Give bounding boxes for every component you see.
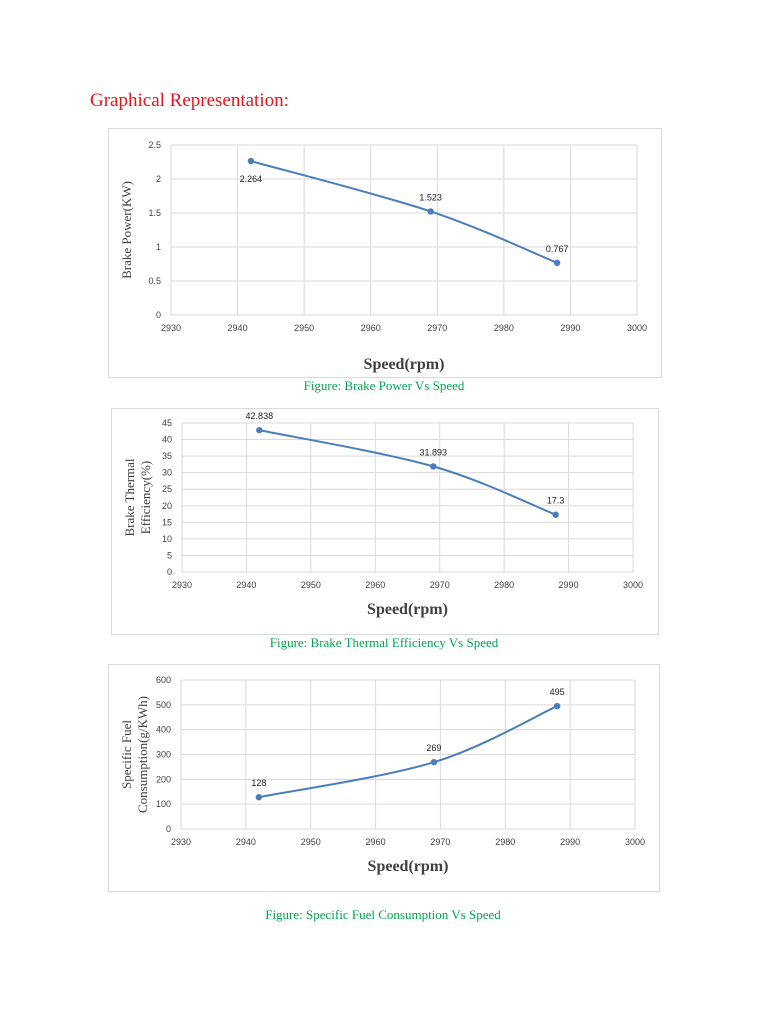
x-tick-label: 2990 bbox=[559, 580, 579, 590]
chart-brake-thermal-efficiency: 0 5 10 15 20 25 30 35 40 45 2930 2940 2950 2960 2970 29… bbox=[111, 408, 659, 635]
y-tick-label: 45 bbox=[162, 418, 172, 428]
data-label: 128 bbox=[251, 778, 266, 788]
x-tick-label: 3000 bbox=[627, 323, 647, 333]
y-tick-label: 30 bbox=[162, 468, 172, 478]
y-tick-label: 400 bbox=[156, 725, 171, 735]
data-point bbox=[552, 511, 559, 518]
x-tick-label: 2930 bbox=[172, 580, 192, 590]
x-tick-label: 2990 bbox=[560, 837, 580, 847]
x-tick-label: 2930 bbox=[171, 837, 191, 847]
data-label: 17.3 bbox=[547, 496, 565, 506]
y-axis-title: Consumption(g/KWh) bbox=[135, 696, 150, 813]
y-tick-label: 100 bbox=[156, 799, 171, 809]
y-tick-label: 0 bbox=[166, 824, 171, 834]
x-tick-label: 2940 bbox=[236, 837, 256, 847]
y-tick-label: 2.5 bbox=[148, 140, 161, 150]
y-tick-label: 600 bbox=[156, 675, 171, 685]
chart-specific-fuel-consumption: 0 100 200 300 400 500 600 2930 2940 2950 2960 2970 2… bbox=[108, 664, 660, 892]
section-heading: Graphical Representation: bbox=[90, 90, 289, 111]
caption-brake-thermal-efficiency: Figure: Brake Thermal Efficiency Vs Spee… bbox=[269, 635, 499, 650]
data-point bbox=[247, 157, 255, 165]
x-tick-label: 2980 bbox=[494, 323, 514, 333]
x-tick-label: 2960 bbox=[361, 323, 381, 333]
y-tick-label: 2 bbox=[156, 174, 161, 184]
data-label: 495 bbox=[550, 687, 565, 697]
data-point bbox=[553, 259, 561, 267]
x-tick-label: 3000 bbox=[625, 837, 645, 847]
y-tick-label: 35 bbox=[162, 451, 172, 461]
x-tick-label: 3000 bbox=[623, 580, 643, 590]
y-axis-title: Brake Thermal bbox=[122, 458, 137, 536]
y-tick-label: 0.5 bbox=[148, 276, 161, 286]
data-label: 31.893 bbox=[420, 447, 448, 457]
y-tick-label: 200 bbox=[156, 774, 171, 784]
y-axis-title: Specific Fuel bbox=[119, 720, 134, 789]
y-tick-label: 0 bbox=[167, 567, 172, 577]
data-point bbox=[430, 463, 437, 470]
x-tick-label: 2970 bbox=[427, 323, 447, 333]
x-tick-label: 2960 bbox=[365, 580, 385, 590]
y-axis-title: Brake Power(KW) bbox=[119, 181, 134, 279]
x-tick-label: 2930 bbox=[161, 323, 181, 333]
data-label: 0.767 bbox=[546, 244, 569, 254]
data-point bbox=[255, 794, 263, 801]
y-tick-label: 1.5 bbox=[148, 208, 161, 218]
data-label: 42.838 bbox=[246, 411, 274, 421]
data-point bbox=[553, 702, 561, 710]
data-label: 2.264 bbox=[240, 174, 263, 184]
x-tick-label: 2960 bbox=[366, 837, 386, 847]
y-tick-label: 15 bbox=[162, 517, 172, 527]
data-point bbox=[430, 758, 438, 766]
x-tick-label: 2950 bbox=[294, 323, 314, 333]
y-tick-label: 0 bbox=[156, 310, 161, 320]
chart-brake-power: 0 0.5 1 1.5 2 2.5 2930 2940 2950 2960 2970 2980 2990… bbox=[108, 128, 662, 378]
x-tick-label: 2970 bbox=[430, 837, 450, 847]
data-label: 269 bbox=[426, 743, 441, 753]
x-tick-label: 2970 bbox=[430, 580, 450, 590]
x-tick-label: 2990 bbox=[560, 323, 580, 333]
x-tick-label: 2950 bbox=[301, 580, 321, 590]
y-tick-label: 300 bbox=[156, 750, 171, 760]
x-tick-label: 2980 bbox=[494, 580, 514, 590]
x-axis-title: Speed(rpm) bbox=[368, 858, 449, 875]
caption-specific-fuel-consumption: Figure: Specific Fuel Consumption Vs Spe… bbox=[265, 907, 501, 922]
data-point bbox=[256, 426, 263, 434]
data-point bbox=[427, 208, 434, 215]
y-tick-label: 5 bbox=[167, 550, 172, 560]
chart-svg: 0 5 10 15 20 25 30 35 40 45 2930 2940 2950 2960 2970 29… bbox=[122, 411, 643, 618]
caption-brake-power: Figure: Brake Power Vs Speed bbox=[303, 378, 465, 393]
series-line bbox=[250, 160, 558, 264]
y-axis-title: Efficiency(%) bbox=[138, 461, 153, 534]
chart-svg: 0 0.5 1 1.5 2 2.5 2930 2940 2950 2960 2970 2980 2990… bbox=[119, 140, 647, 373]
y-tick-label: 40 bbox=[162, 435, 172, 445]
y-tick-label: 10 bbox=[162, 534, 172, 544]
x-tick-label: 2940 bbox=[228, 323, 248, 333]
y-tick-label: 500 bbox=[156, 700, 171, 710]
x-tick-label: 2950 bbox=[301, 837, 321, 847]
y-tick-label: 25 bbox=[162, 484, 172, 494]
y-tick-label: 20 bbox=[162, 501, 172, 511]
series-line bbox=[258, 705, 558, 799]
x-tick-label: 2980 bbox=[495, 837, 515, 847]
x-axis-title: Speed(rpm) bbox=[367, 601, 448, 618]
data-label: 1.523 bbox=[419, 192, 442, 202]
y-tick-label: 1 bbox=[156, 242, 161, 252]
x-tick-label: 2940 bbox=[236, 580, 256, 590]
chart-svg: 0 100 200 300 400 500 600 2930 2940 2950 2960 2970 2… bbox=[119, 675, 645, 875]
x-axis-title: Speed(rpm) bbox=[364, 356, 445, 373]
